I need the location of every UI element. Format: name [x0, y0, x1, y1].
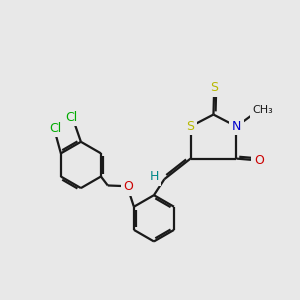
- Text: O: O: [124, 181, 134, 194]
- Text: O: O: [254, 154, 264, 167]
- Text: H: H: [149, 170, 159, 183]
- Text: Cl: Cl: [49, 122, 62, 135]
- Text: S: S: [210, 81, 218, 94]
- Text: N: N: [232, 120, 241, 133]
- Text: CH₃: CH₃: [252, 105, 273, 116]
- Text: Cl: Cl: [65, 111, 77, 124]
- Text: S: S: [187, 120, 194, 133]
